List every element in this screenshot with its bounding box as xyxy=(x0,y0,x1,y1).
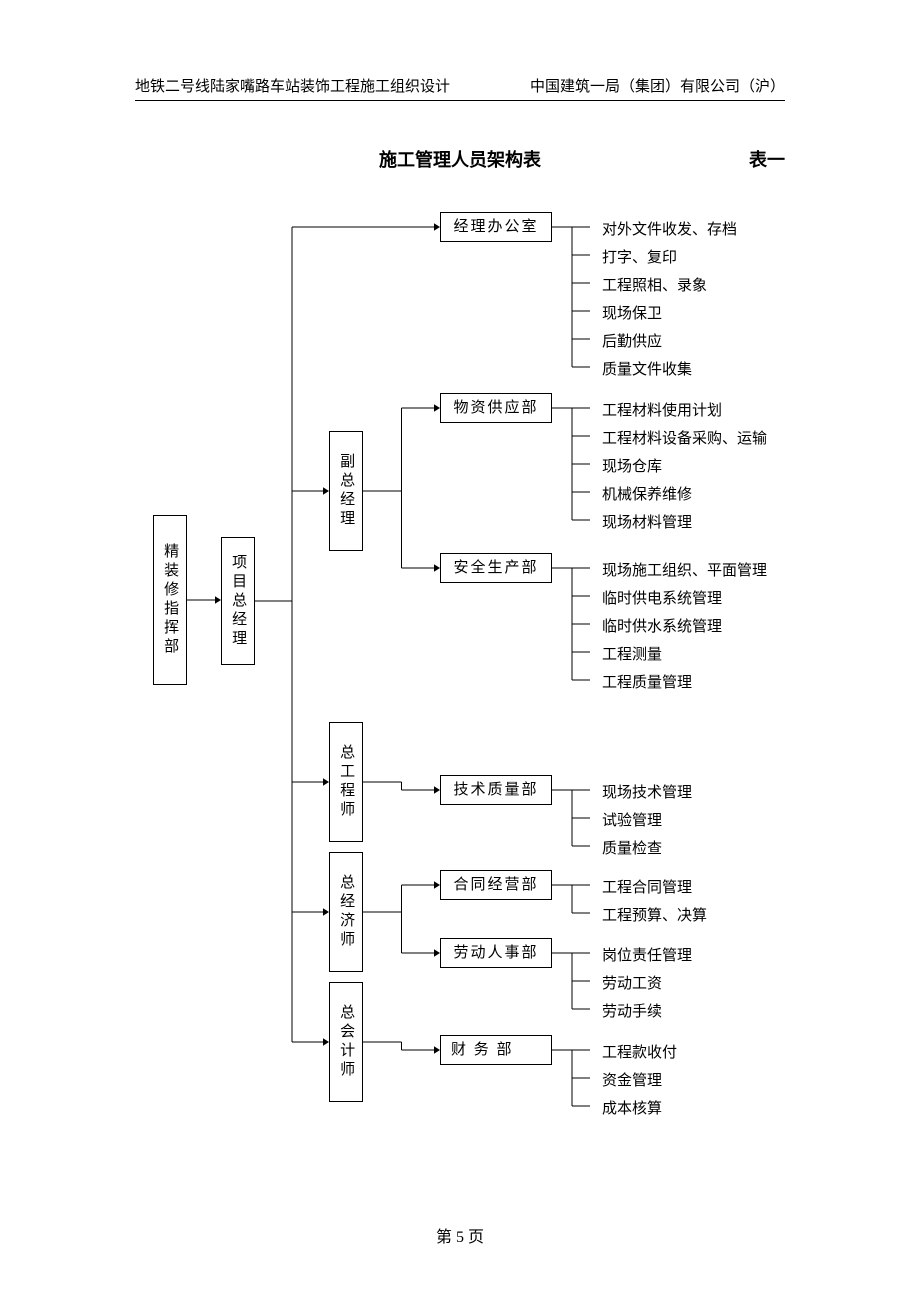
task-item: 工程材料设备采购、运输 xyxy=(602,427,767,448)
node-dept-2: 安全生产部 xyxy=(440,553,552,583)
node-dept-5: 劳动人事部 xyxy=(440,938,552,968)
task-item: 岗位责任管理 xyxy=(602,944,692,965)
table-number: 表一 xyxy=(749,146,785,172)
node-dept-3: 技术质量部 xyxy=(440,775,552,805)
task-item: 工程照相、录象 xyxy=(602,274,707,295)
task-item: 工程质量管理 xyxy=(602,671,692,692)
task-item: 工程款收付 xyxy=(602,1041,677,1062)
task-item: 工程材料使用计划 xyxy=(602,399,722,420)
node-level2-2: 总经济师 xyxy=(329,852,363,972)
task-item: 现场施工组织、平面管理 xyxy=(602,559,767,580)
task-item: 资金管理 xyxy=(602,1069,662,1090)
task-item: 对外文件收发、存档 xyxy=(602,218,737,239)
task-item: 现场仓库 xyxy=(602,455,662,476)
task-item: 打字、复印 xyxy=(602,246,677,267)
connector-lines xyxy=(0,0,920,1302)
node-dept-4: 合同经营部 xyxy=(440,870,552,900)
task-item: 试验管理 xyxy=(602,809,662,830)
node-dept-0: 经理办公室 xyxy=(440,212,552,242)
task-item: 临时供水系统管理 xyxy=(602,615,722,636)
task-item: 临时供电系统管理 xyxy=(602,587,722,608)
task-item: 质量检查 xyxy=(602,837,662,858)
task-item: 工程合同管理 xyxy=(602,876,692,897)
page-header: 地铁二号线陆家嘴路车站装饰工程施工组织设计 中国建筑一局（集团）有限公司（沪） xyxy=(135,75,785,101)
title-row: 施工管理人员架构表 表一 xyxy=(135,146,785,172)
header-right: 中国建筑一局（集团）有限公司（沪） xyxy=(530,75,785,96)
node-level2-0: 副总经理 xyxy=(329,431,363,551)
task-item: 成本核算 xyxy=(602,1097,662,1118)
chart-title: 施工管理人员架构表 xyxy=(135,146,785,172)
task-item: 现场材料管理 xyxy=(602,511,692,532)
task-item: 劳动手续 xyxy=(602,1000,662,1021)
node-project-manager: 项目总经理 xyxy=(221,537,255,665)
task-item: 后勤供应 xyxy=(602,330,662,351)
task-item: 工程预算、决算 xyxy=(602,904,707,925)
node-dept-6: 财 务 部 xyxy=(440,1035,552,1065)
task-item: 现场保卫 xyxy=(602,302,662,323)
node-level2-1: 总工程师 xyxy=(329,722,363,842)
task-item: 工程测量 xyxy=(602,643,662,664)
node-dept-1: 物资供应部 xyxy=(440,393,552,423)
task-item: 劳动工资 xyxy=(602,972,662,993)
node-root: 精装修指挥部 xyxy=(153,515,187,685)
task-item: 机械保养维修 xyxy=(602,483,692,504)
task-item: 现场技术管理 xyxy=(602,781,692,802)
page-footer: 第 5 页 xyxy=(0,1223,920,1247)
header-left: 地铁二号线陆家嘴路车站装饰工程施工组织设计 xyxy=(135,75,450,96)
task-item: 质量文件收集 xyxy=(602,358,692,379)
page: 地铁二号线陆家嘴路车站装饰工程施工组织设计 中国建筑一局（集团）有限公司（沪） … xyxy=(0,0,920,1302)
node-level2-3: 总会计师 xyxy=(329,982,363,1102)
